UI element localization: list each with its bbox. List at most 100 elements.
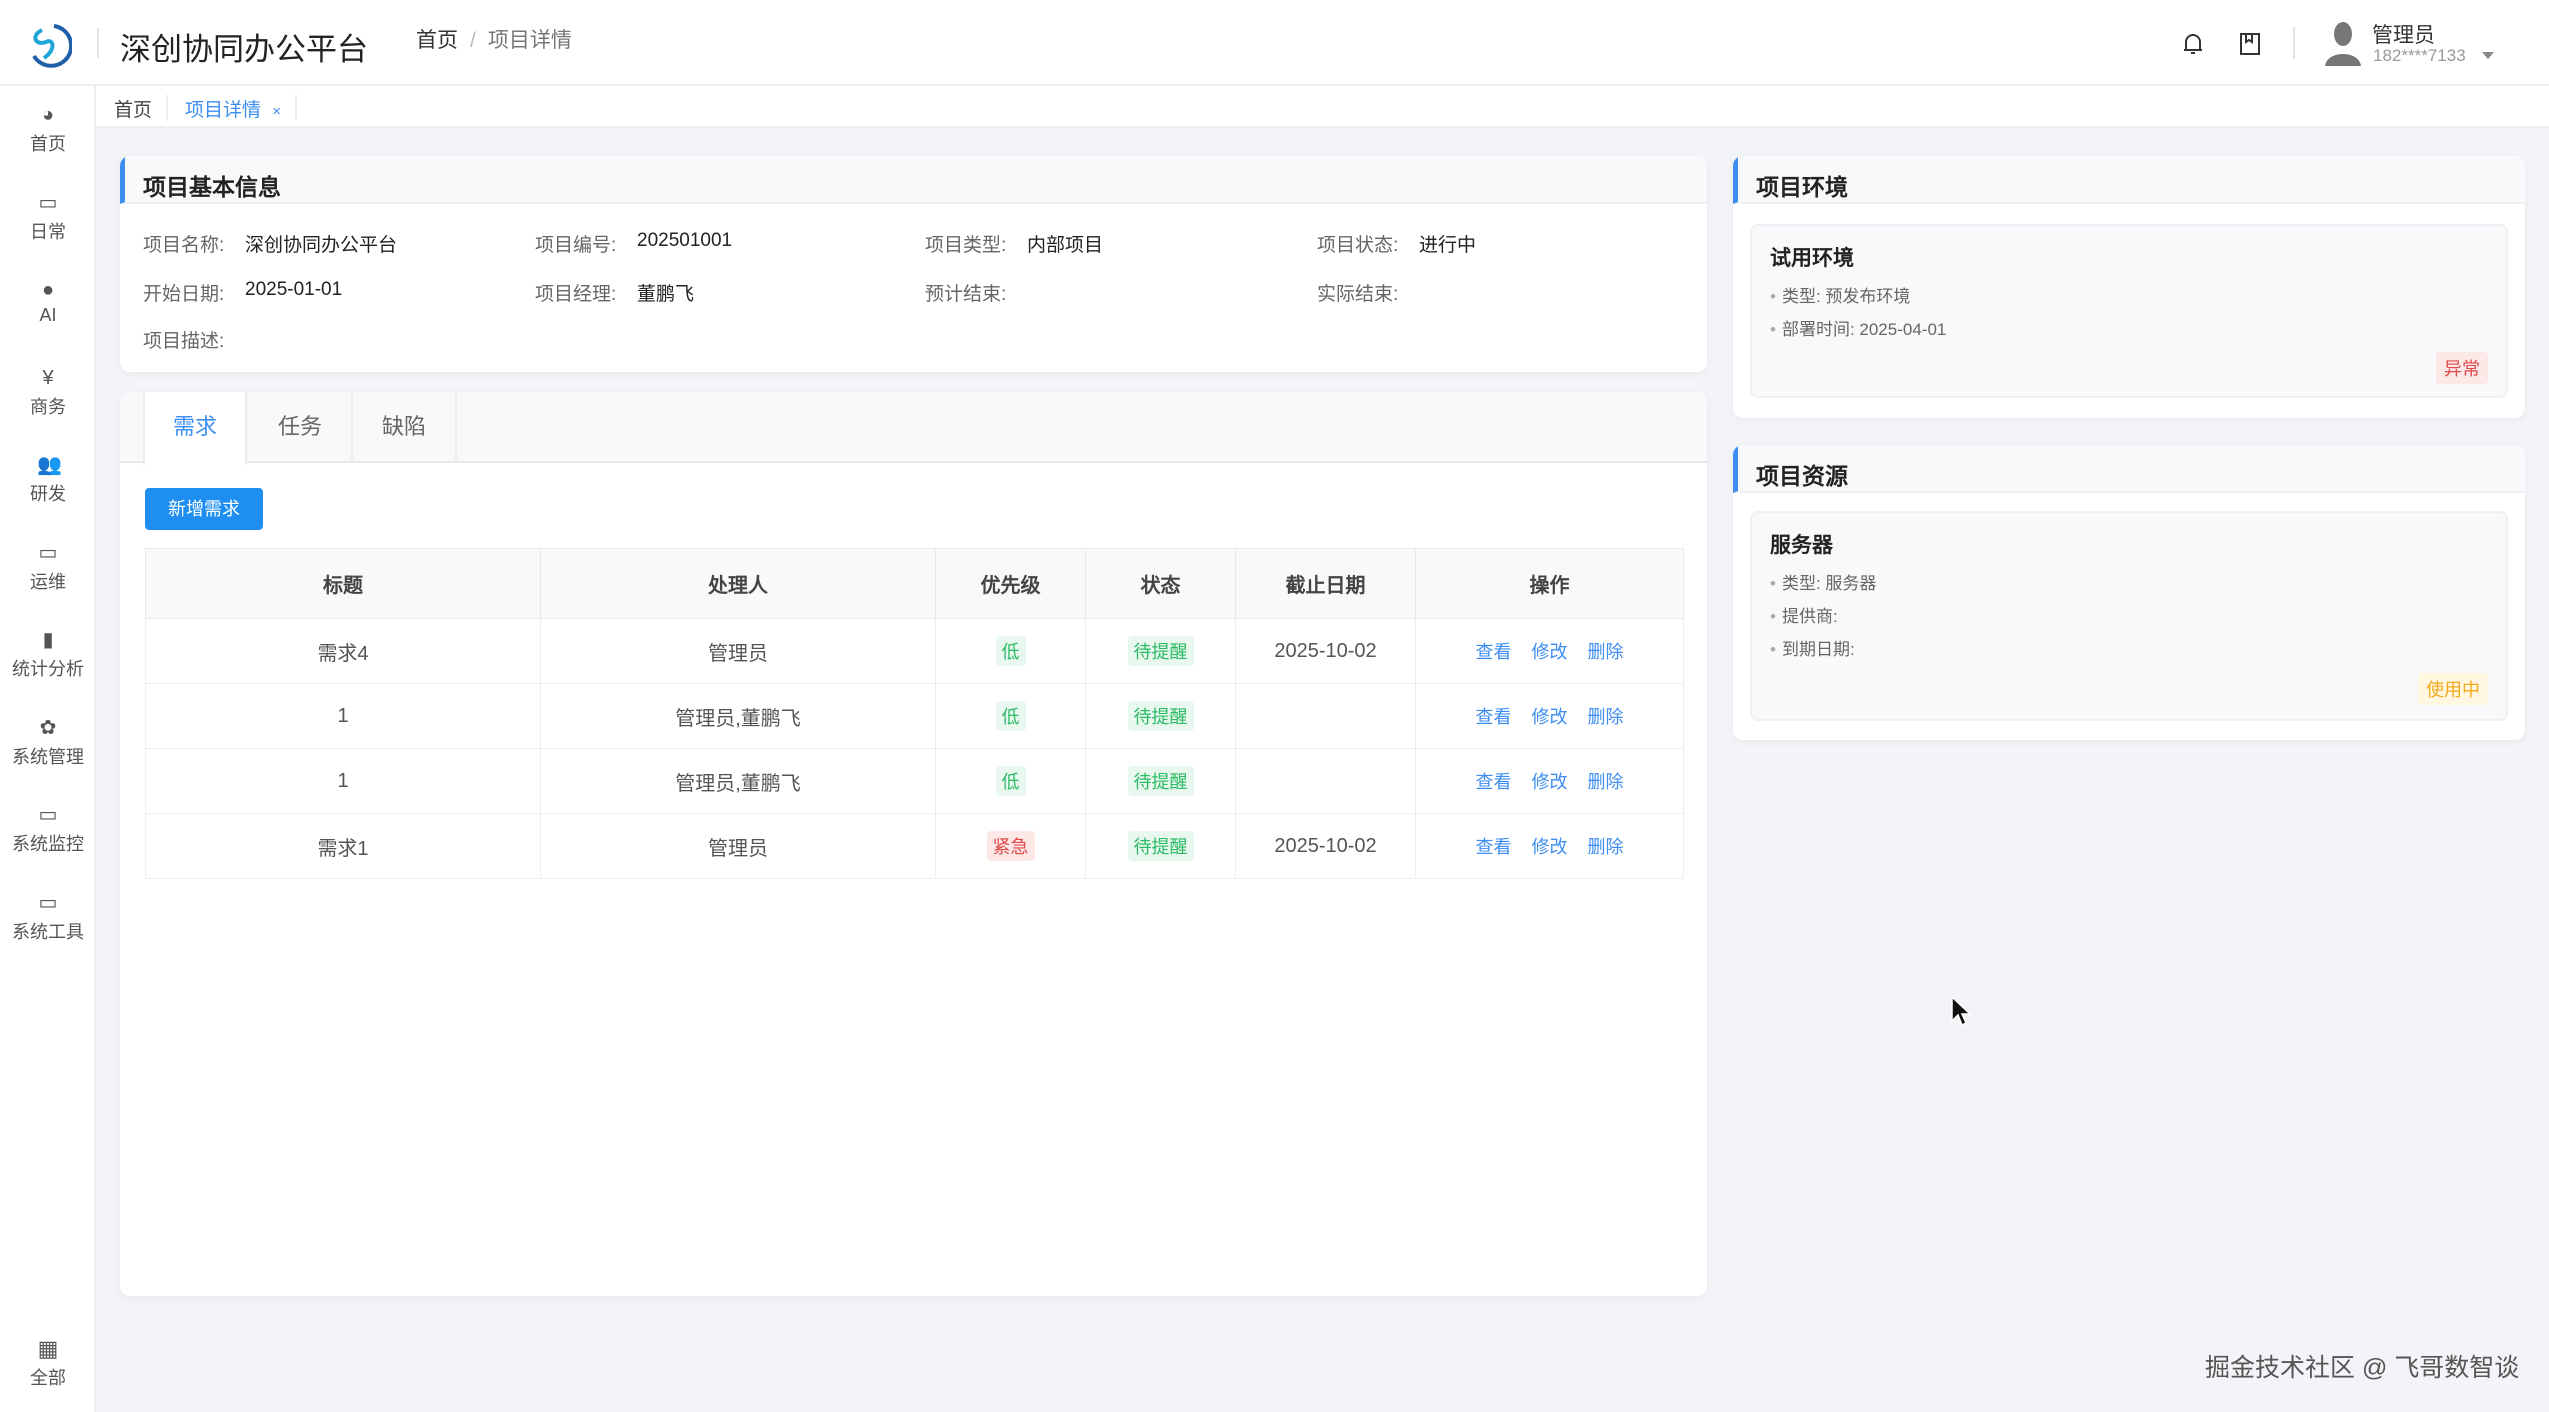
view-link[interactable]: 查看 — [1475, 772, 1512, 792]
sidebar-item-label: 日常 — [30, 221, 66, 242]
priority-badge: 低 — [995, 636, 1026, 666]
edit-link[interactable]: 修改 — [1531, 642, 1568, 662]
sidebar-item-0[interactable]: ◕ 首页 — [0, 104, 96, 156]
sidebar-item-label: 全部 — [30, 1368, 66, 1388]
card-title: 项目资源 — [1733, 445, 2525, 493]
dashboard-icon: ◕ — [41, 104, 55, 126]
add-requirement-button[interactable]: 新增需求 — [145, 488, 263, 530]
environment-item[interactable]: 试用环境 类型: 预发布环境 部署时间: 2025-04-01 异常 — [1750, 224, 2508, 398]
tag-project-detail[interactable]: 项目详情 × — [185, 95, 298, 121]
user-name[interactable]: 管理员 — [2372, 24, 2435, 47]
avatar[interactable] — [2325, 20, 2361, 66]
view-link[interactable]: 查看 — [1475, 642, 1512, 662]
sidebar-item-label: 商务 — [30, 396, 66, 417]
delete-link[interactable]: 删除 — [1587, 772, 1624, 792]
resource-provider: 提供商: — [1770, 602, 1838, 627]
resource-expiry: 到期日期: — [1770, 635, 1855, 660]
field-label: 项目类型: — [925, 235, 1007, 256]
field-value: 内部项目 — [1027, 235, 1104, 256]
sidebar-item-5[interactable]: ▭ 运维 — [0, 542, 96, 594]
table-row: 1 管理员,董鹏飞 低 待提醒 查看 修改 删除 — [145, 748, 1684, 814]
resource-card: 项目资源 服务器 类型: 服务器 提供商: 到期日期: 使用中 — [1733, 445, 2525, 740]
status-badge: 待提醒 — [1127, 831, 1194, 861]
mouse-cursor-icon — [1951, 995, 1972, 1027]
gear-icon: ✿ — [39, 716, 57, 739]
info-field: 项目经理: 董鹏飞 — [535, 279, 694, 306]
view-link[interactable]: 查看 — [1475, 837, 1512, 857]
info-field: 项目名称: 深创协同办公平台 — [143, 230, 397, 257]
divider — [97, 28, 99, 58]
resource-name: 服务器 — [1770, 534, 1833, 557]
sidebar: ◕ 首页 ▭ 日常 ● AI ¥ 商务 👥 研发 ▭ 运维 ▮ 统计分析 ✿ 系统管理 ▭ 系统监控 ▭ 系统工具 ▦ 全… — [0, 86, 96, 1412]
tab-tasks[interactable]: 任务 — [249, 392, 353, 463]
field-value: 董鹏飞 — [637, 284, 695, 305]
sidebar-item-4[interactable]: 👥 研发 — [0, 454, 96, 506]
cell-assignee: 管理员,董鹏飞 — [540, 683, 936, 749]
sidebar-item-3[interactable]: ¥ 商务 — [0, 367, 96, 419]
field-label: 项目经理: — [535, 284, 617, 305]
field-label: 项目编号: — [535, 235, 617, 256]
table-row: 需求4 管理员 低 待提醒 2025-10-02 查看 修改 删除 — [145, 618, 1684, 684]
info-field: 项目状态: 进行中 — [1317, 230, 1476, 257]
cell-assignee: 管理员 — [540, 813, 936, 879]
delete-link[interactable]: 删除 — [1587, 837, 1624, 857]
field-label: 项目名称: — [143, 235, 225, 256]
resource-item[interactable]: 服务器 类型: 服务器 提供商: 到期日期: 使用中 — [1750, 511, 2508, 721]
cell-assignee: 管理员,董鹏飞 — [540, 748, 936, 814]
tab-requirements[interactable]: 需求 — [143, 392, 247, 465]
cell-due-date — [1235, 748, 1416, 814]
delete-link[interactable]: 删除 — [1587, 707, 1624, 727]
edit-link[interactable]: 修改 — [1531, 772, 1568, 792]
watermark: 掘金技术社区 @ 飞哥数智谈 — [2205, 1354, 2520, 1382]
edit-link[interactable]: 修改 — [1531, 707, 1568, 727]
table-row: 1 管理员,董鹏飞 低 待提醒 查看 修改 删除 — [145, 683, 1684, 749]
top-header: 深创协同办公平台 首页 / 项目详情 管理员 182****7133 — [0, 0, 2549, 86]
priority-badge: 低 — [995, 766, 1026, 796]
tab-defects[interactable]: 缺陷 — [353, 392, 457, 463]
yen-icon: ¥ — [42, 366, 54, 389]
sidebar-item-7[interactable]: ✿ 系统管理 — [0, 717, 96, 769]
cell-due-date — [1235, 683, 1416, 749]
field-label: 开始日期: — [143, 284, 225, 305]
sidebar-item-all[interactable]: ▦ 全部 — [0, 1338, 96, 1390]
card-title: 项目基本信息 — [120, 156, 1707, 204]
sidebar-item-label: 系统监控 — [12, 834, 84, 854]
view-link[interactable]: 查看 — [1475, 707, 1512, 727]
sidebar-item-9[interactable]: ▭ 系统工具 — [0, 892, 96, 944]
status-badge: 待提醒 — [1127, 766, 1194, 796]
book-icon[interactable] — [2236, 30, 2264, 58]
edit-link[interactable]: 修改 — [1531, 837, 1568, 857]
sidebar-item-label: 系统管理 — [12, 746, 84, 767]
info-field: 项目类型: 内部项目 — [925, 230, 1103, 257]
tag-label: 项目详情 — [185, 100, 262, 121]
sidebar-item-1[interactable]: ▭ 日常 — [0, 192, 96, 244]
close-icon[interactable]: × — [272, 103, 282, 120]
monitor-icon: ▭ — [38, 804, 58, 826]
card-title: 项目环境 — [1733, 156, 2525, 204]
status-badge: 使用中 — [2418, 673, 2488, 705]
info-field: 预计结束: — [925, 279, 1006, 306]
sidebar-item-2[interactable]: ● AI — [0, 279, 96, 326]
cell-title: 需求1 — [145, 813, 541, 879]
breadcrumb-home[interactable]: 首页 — [416, 29, 458, 52]
bar-chart-icon: ▮ — [42, 629, 54, 651]
field-value: 进行中 — [1419, 235, 1477, 256]
status-badge: 待提醒 — [1127, 636, 1194, 666]
tag-home[interactable]: 首页 — [114, 95, 169, 121]
bell-icon[interactable] — [2179, 30, 2207, 58]
detail-tabs-card: 需求 任务 缺陷 新增需求 标题 处理人 优先级 状态 截止日期 操作 需求4 管理员 低… — [120, 392, 1707, 1296]
column-header: 优先级 — [935, 548, 1086, 619]
delete-link[interactable]: 删除 — [1587, 642, 1624, 662]
toolbox-icon: ▭ — [38, 891, 58, 914]
sidebar-item-label: 统计分析 — [12, 659, 84, 679]
cell-assignee: 管理员 — [540, 618, 936, 684]
sidebar-item-8[interactable]: ▭ 系统监控 — [0, 804, 96, 856]
field-label: 项目描述: — [143, 331, 225, 352]
divider — [2293, 27, 2295, 59]
env-name: 试用环境 — [1770, 247, 1854, 270]
sidebar-item-6[interactable]: ▮ 统计分析 — [0, 629, 96, 681]
column-header: 标题 — [145, 548, 541, 619]
chevron-down-icon[interactable] — [2482, 52, 2494, 59]
env-type: 类型: 预发布环境 — [1770, 282, 1910, 307]
breadcrumb-current: 项目详情 — [487, 29, 572, 52]
